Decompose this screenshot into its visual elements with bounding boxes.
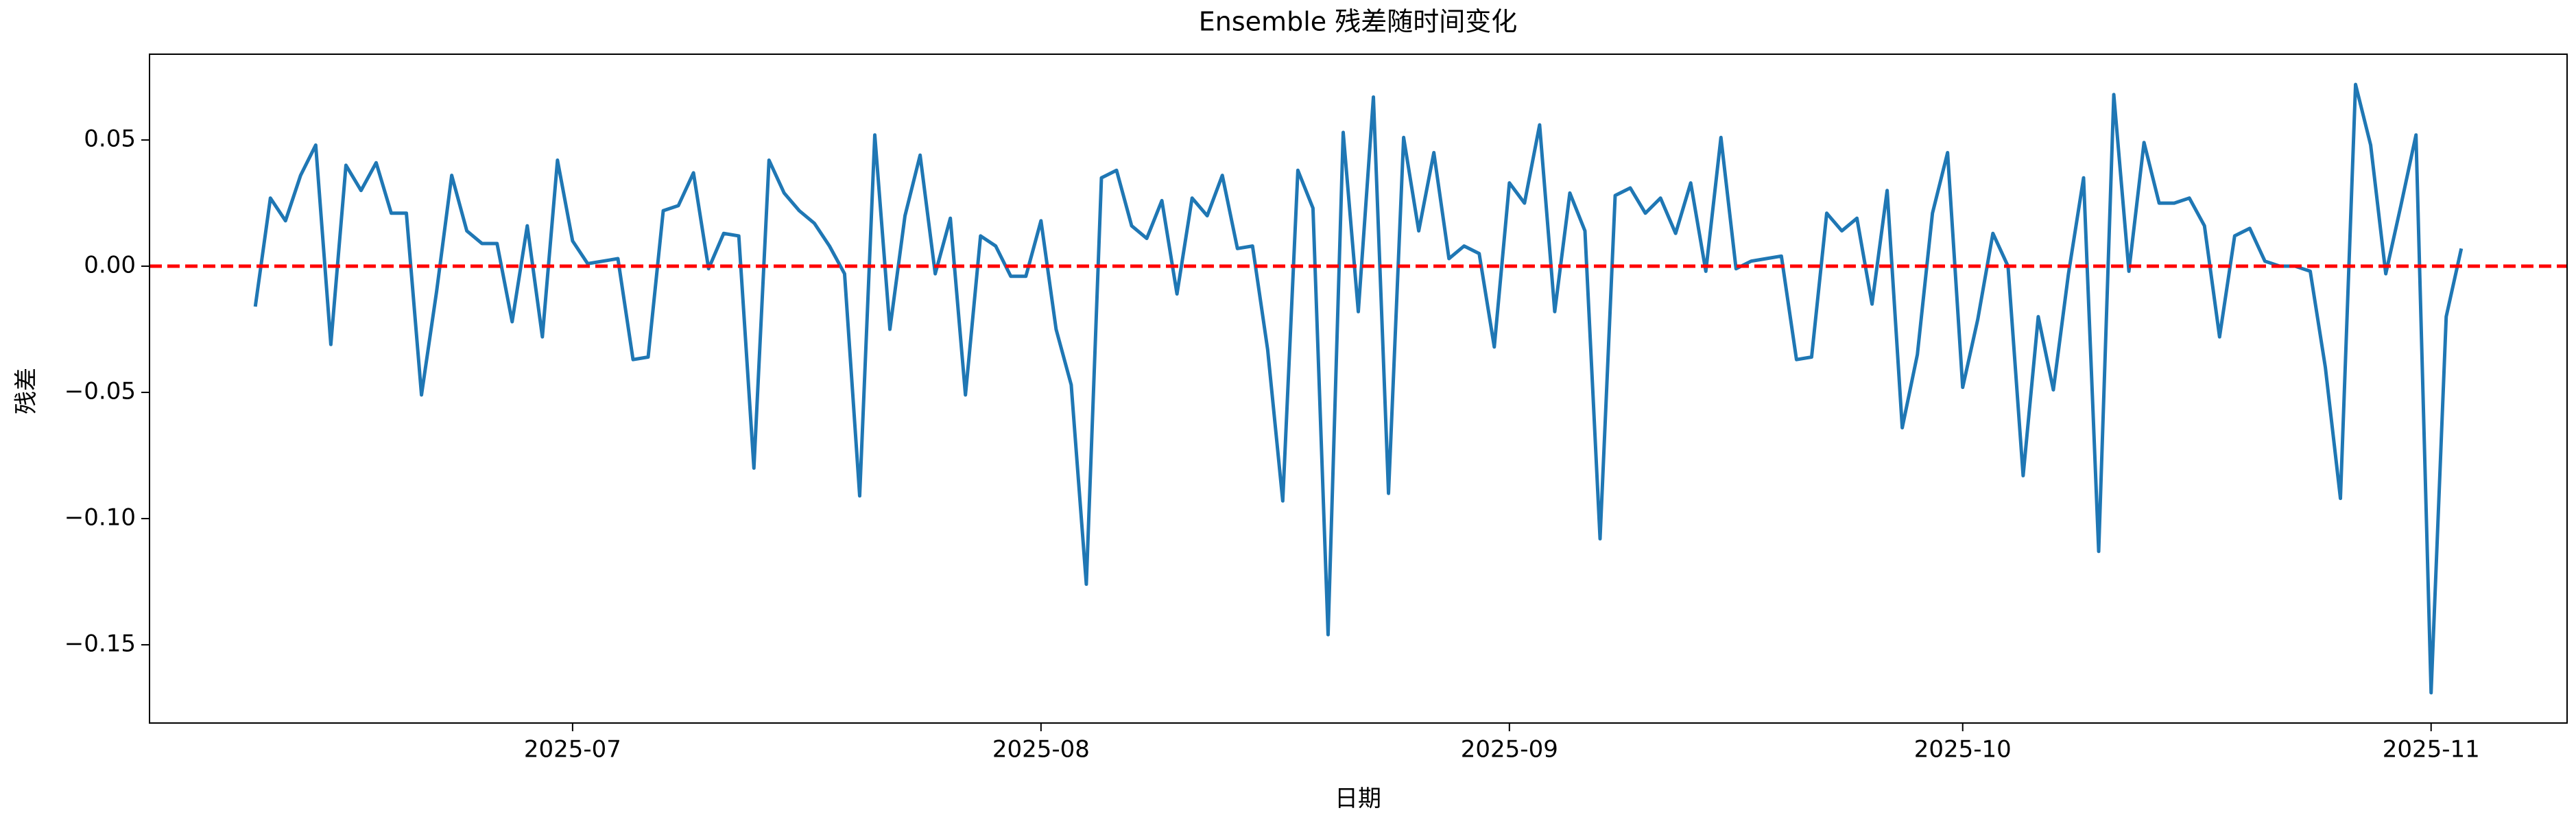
x-tick-label: 2025-07 — [524, 736, 621, 763]
y-tick-label: −0.15 — [64, 630, 136, 657]
x-axis-label: 日期 — [1335, 785, 1381, 813]
y-tick-label: −0.10 — [64, 504, 136, 531]
y-tick-label: 0.00 — [84, 252, 136, 279]
y-tick-label: 0.05 — [84, 126, 136, 153]
residual-line — [253, 82, 2464, 695]
y-axis-label: 残差 — [13, 368, 40, 414]
chart-title: Ensemble 残差随时间变化 — [1199, 7, 1517, 37]
x-tick-label: 2025-08 — [992, 736, 1090, 763]
plot-frame — [149, 54, 2568, 724]
x-tick-label: 2025-10 — [1914, 736, 2012, 763]
x-tick-label: 2025-09 — [1461, 736, 1558, 763]
y-tick-label: −0.05 — [64, 378, 136, 405]
x-tick-label: 2025-11 — [2383, 736, 2480, 763]
